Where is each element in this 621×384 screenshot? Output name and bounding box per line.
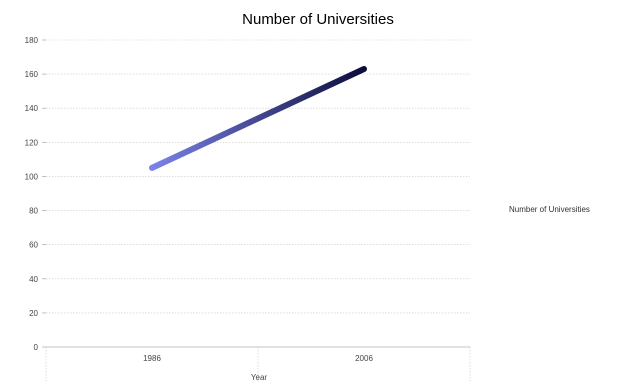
y-axis-ticks: 0 20 40 60 80 100 120 140 160 180 [25,36,46,352]
x-tick-label: 1986 [143,354,161,363]
series-line [149,66,367,171]
y-tick-label: 20 [29,309,38,318]
chart-title: Number of Universities [242,11,394,28]
legend-label: Number of Universities [509,205,590,214]
y-tick-label: 80 [29,207,38,216]
y-tick-label: 60 [29,241,38,250]
y-tick-label: 160 [25,70,39,79]
y-tick-label: 120 [25,138,39,147]
y-tick-label: 0 [34,343,39,352]
series-layer [149,66,367,171]
y-tick-label: 180 [25,36,39,45]
y-tick-label: 140 [25,104,39,113]
x-axis-ticks: 1986 2006 [45,347,471,382]
legend: Number of Universities [485,205,590,214]
y-tick-label: 40 [29,275,38,284]
grid-lines [46,39,470,314]
x-axis-label: Year [251,373,268,382]
x-tick-label: 2006 [355,354,373,363]
y-tick-label: 100 [25,172,39,181]
